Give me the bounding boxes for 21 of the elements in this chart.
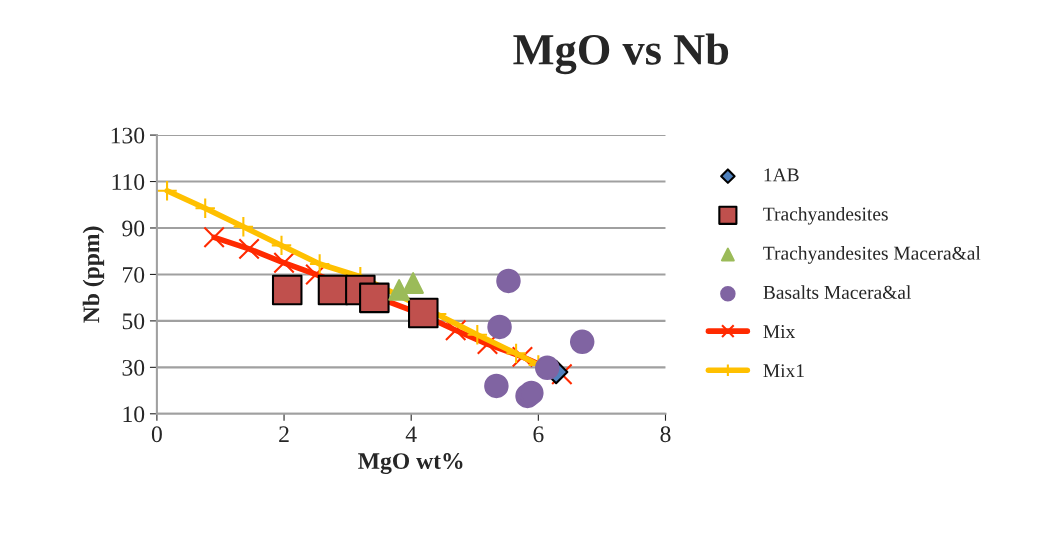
x-tick-label: 4	[405, 426, 417, 442]
y-axis-title: Nb (ppm)	[82, 226, 105, 323]
legend-label: Mix1	[763, 364, 804, 378]
y-tick-label: 130	[111, 127, 145, 144]
legend-label: Trachyandesites Macera&al	[763, 246, 981, 264]
legend-label: Basalts Macera&al	[763, 285, 911, 299]
y-tick-label: 70	[123, 266, 145, 283]
x-tick-label: 2	[279, 426, 289, 442]
y-tick-label: 110	[112, 174, 145, 190]
y-tick-label: 50	[122, 313, 145, 330]
y-tick-label: 10	[123, 406, 145, 423]
legend-label: Mix	[763, 325, 796, 338]
legend-label: 1AB	[764, 168, 799, 182]
y-tick-label: 90	[122, 220, 145, 237]
x-tick-label: 0	[151, 426, 162, 443]
y-tick-label: 30	[122, 359, 145, 376]
x-tick-label: 8	[660, 426, 671, 443]
chart-title: MgO vs Nb	[513, 33, 729, 75]
legend-label: Trachyandesites	[763, 206, 888, 225]
x-axis-title: MgO wt%	[358, 453, 463, 474]
x-tick-label: 6	[533, 426, 544, 443]
